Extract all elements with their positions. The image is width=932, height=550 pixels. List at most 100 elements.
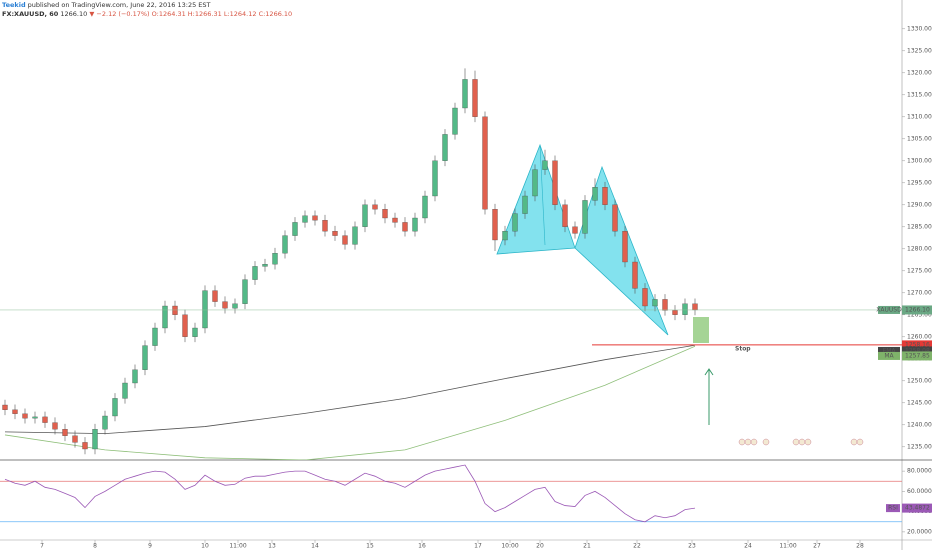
x-tick-label: 11:00 [779,543,796,550]
x-tick-label: 21 [583,543,591,550]
candle-body [2,404,8,410]
candle-body [312,215,318,221]
y-tick-label: 1300.00 [907,157,932,164]
x-tick-label: 22 [633,543,641,550]
y-tick-label: 1285.00 [907,223,932,230]
candle-body [282,235,288,254]
y-tick-label: 1265.00 [907,311,932,318]
candle-body [372,204,378,210]
candle-body [492,209,498,241]
candle-body [142,345,148,370]
pattern-leg [496,143,576,255]
rsi-badge-value: 43.4872 [905,505,930,512]
candle-body [12,409,18,414]
y-tick-label: 1270.00 [907,289,932,296]
badge-name: EMA [882,347,896,354]
candle-body [692,303,698,311]
candle-body [102,415,108,430]
candle-body [162,305,168,329]
candle-body [682,303,688,315]
candle-body [72,435,78,443]
badge-name: XAUUSD [876,306,902,313]
y-tick-label: 1240.00 [907,421,932,428]
candle-body [52,422,58,430]
price-badge [902,351,932,361]
symbol: FX:XAUUSD, 60 [2,10,59,18]
candle-body [92,429,98,450]
candle-body [622,231,628,263]
arrow-head [704,368,714,376]
candle-body [422,195,428,219]
candle-body [442,134,448,161]
x-tick-label: 23 [688,543,696,550]
rsi-name: RSI [888,505,898,512]
candle-body [292,222,298,236]
candle-body [412,217,418,232]
x-tick-label: 20 [536,543,544,550]
price-badge [902,340,932,350]
candle-body [672,310,678,315]
price-badge [902,305,932,315]
y-tick-label: 1235.00 [907,443,932,450]
candle-body [322,220,328,232]
pattern-line [539,144,546,246]
price-badge-value: 1258.16 [905,341,930,348]
rsi-y-tick-label: 80.0000 [907,468,932,475]
candle-body [272,253,278,265]
last: 1266.10 [60,10,88,18]
candle-body [532,169,538,197]
candle-body [392,217,398,223]
y-tick-label: 1245.00 [907,399,932,406]
x-tick-label: 27 [813,543,821,550]
candle-body [332,231,338,236]
candle-body [112,398,118,417]
candle-body [582,200,588,234]
ohlc: O:1264.31 H:1266.31 L:1264.12 C:1266.10 [151,10,293,18]
candle-body [592,187,598,201]
x-tick-label: 11:00 [229,543,246,550]
y-tick-label: 1310.00 [907,113,932,120]
x-tick-label: 28 [856,543,864,550]
candle-body [502,231,508,241]
ema-line [4,344,696,435]
author[interactable]: Teekid [2,1,26,9]
event-icons [738,438,864,446]
candle-body [632,261,638,289]
candle-body [652,299,658,307]
y-tick-label: 1275.00 [907,267,932,274]
price-badge [902,346,932,356]
candle-body [452,107,458,135]
published: published on TradingView.com, June 22, 2… [27,1,211,9]
badge-name-bg [878,346,900,355]
candle-body [172,305,178,315]
candle-body [382,209,388,219]
y-tick-label: 1325.00 [907,47,932,54]
x-tick-label: 17 [474,543,482,550]
candle-body [522,195,528,214]
candle-body [302,215,308,223]
price-badge-value: 1257.85 [905,352,930,359]
x-tick-label: 15 [366,543,374,550]
candle-body [462,79,468,109]
change: ▼ −2.12 (−0.17%) [89,10,150,18]
y-tick-label: 1315.00 [907,91,932,98]
x-tick-label: 14 [311,543,319,550]
x-tick-label: 13 [268,543,276,550]
candle-body [552,160,558,205]
x-tick-label: 7 [40,543,44,550]
candle-body [542,160,548,170]
rsi-badge [902,503,932,513]
candle-body [22,413,28,419]
y-tick-label: 1320.00 [907,69,932,76]
y-tick-label: 1260.00 [907,333,932,340]
candle-body [82,442,88,450]
candle-body [262,264,268,267]
candle-body [572,226,578,234]
price-badge-value: 1258.08 [905,347,930,354]
y-tick-label: 1305.00 [907,135,932,142]
candle-body [362,204,368,227]
rsi-line [4,464,696,523]
target-box [693,317,709,343]
